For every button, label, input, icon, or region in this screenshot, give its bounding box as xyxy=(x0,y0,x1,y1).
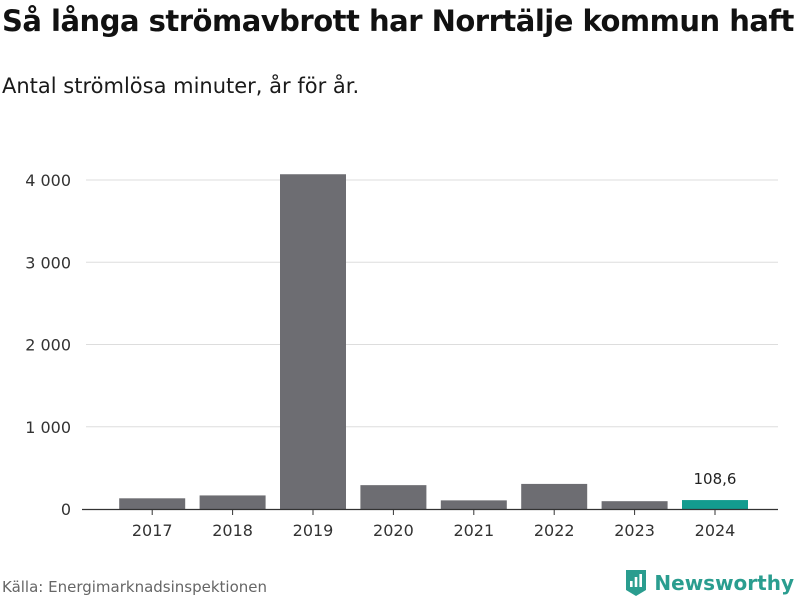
y-tick-label-3000: 3 000 xyxy=(25,253,71,272)
x-tick-label-2017: 2017 xyxy=(132,521,173,540)
y-tick-label-4000: 4 000 xyxy=(25,171,71,190)
brand-name: Newsworthy xyxy=(654,571,794,595)
bar-2019 xyxy=(280,174,346,509)
x-tick-label-2024: 2024 xyxy=(695,521,736,540)
y-tick-label-1000: 1 000 xyxy=(25,418,71,437)
bar-2022 xyxy=(521,483,588,509)
bar-2020 xyxy=(360,485,427,509)
gridlines xyxy=(86,179,778,428)
data-labels: 108,6 xyxy=(694,470,737,488)
y-tick-label-2000: 2 000 xyxy=(25,336,71,355)
x-tick-label-2022: 2022 xyxy=(534,521,575,540)
data-label-2024: 108,6 xyxy=(694,470,737,488)
bar-2018 xyxy=(199,495,266,509)
source-note: Källa: Energimarknadsinspektionen xyxy=(2,578,268,596)
x-tick-label-2019: 2019 xyxy=(293,521,334,540)
bar-2021 xyxy=(440,500,507,509)
x-tick-label-2021: 2021 xyxy=(453,521,494,540)
newsworthy-icon xyxy=(626,570,647,596)
y-axis-ticks: 0 1 000 2 000 3 000 4 000 xyxy=(25,171,71,519)
y-tick-label-0: 0 xyxy=(61,500,71,519)
bar-2017 xyxy=(119,498,186,509)
brand-logo: Newsworthy xyxy=(624,568,794,598)
x-tick-label-2018: 2018 xyxy=(212,521,253,540)
chart-title: Så långa strömavbrott har Norrtälje komm… xyxy=(2,4,794,38)
chart-subtitle: Antal strömlösa minuter, år för år. xyxy=(2,74,360,98)
x-tick-label-2020: 2020 xyxy=(373,521,414,540)
bar-2023 xyxy=(601,501,668,509)
x-tick-label-2023: 2023 xyxy=(614,521,655,540)
bar-2024 xyxy=(682,500,748,509)
x-axis-ticks: 2017 2018 2019 2020 2021 2022 2023 2024 xyxy=(132,509,736,540)
bars xyxy=(119,174,748,509)
